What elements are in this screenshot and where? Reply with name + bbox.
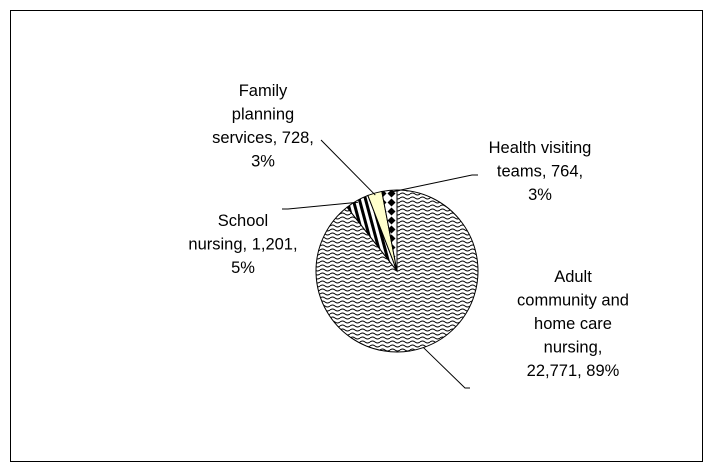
data-label-line: Adult [554, 268, 592, 286]
data-label-line: 5% [231, 259, 255, 277]
data-label-line: School [218, 212, 268, 230]
data-label-line: Family [239, 82, 288, 100]
data-label-line: nursing, 1,201, [188, 236, 297, 254]
leader-line [282, 201, 359, 210]
data-label: School nursing, 1,201, 5% [188, 212, 297, 277]
data-label-line: home care [534, 315, 612, 333]
leader-line [320, 139, 376, 196]
data-label-line: 3% [251, 153, 275, 171]
data-label: Adult community and home care nursing, 22,77… [517, 268, 629, 380]
data-label-line: Health visiting [489, 139, 592, 157]
leader-line [389, 174, 478, 193]
data-label-line: 3% [528, 186, 552, 204]
data-label-line: services, 728, [212, 129, 314, 147]
data-label-line: nursing, [544, 339, 603, 357]
leader-line [423, 347, 470, 389]
data-label-line: community and [517, 292, 629, 310]
data-label-line: planning [232, 106, 294, 124]
data-label: Health visiting teams, 764, 3% [489, 139, 592, 204]
data-label-line: teams, 764, [497, 163, 583, 181]
pie-slice-health-visiting-teams [381, 189, 398, 272]
data-label-line: 22,771, 89% [527, 362, 620, 380]
data-label: Family planning services, 728, 3% [212, 82, 314, 171]
